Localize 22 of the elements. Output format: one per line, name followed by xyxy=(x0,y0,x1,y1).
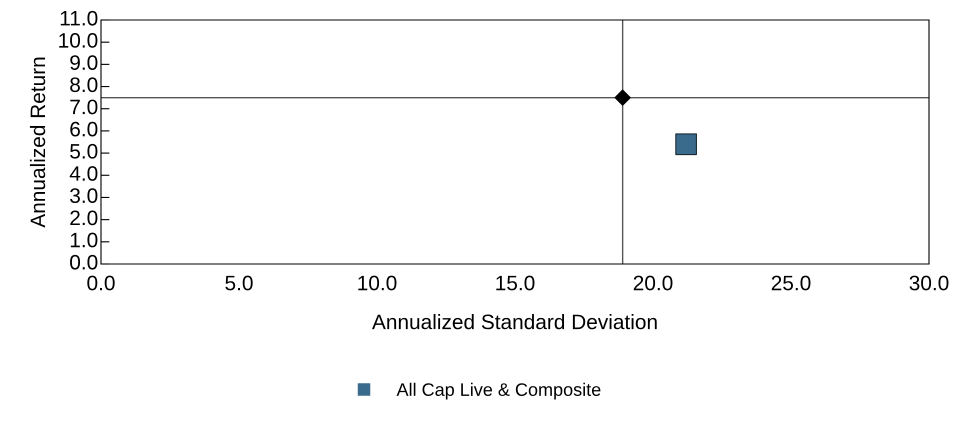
legend-label: All Cap Live & Composite xyxy=(396,382,600,400)
x-tick-label: 15.0 xyxy=(496,276,534,290)
y-tick-label: 0.0 xyxy=(70,254,98,270)
x-tick-label: 10.0 xyxy=(358,276,396,290)
x-tick-label: 0.0 xyxy=(87,276,115,290)
y-tick-label: 2.0 xyxy=(70,210,98,226)
y-tick-label: 7.0 xyxy=(70,100,98,114)
x-tick-label: 25.0 xyxy=(772,276,810,290)
y-tick-label: 4.0 xyxy=(70,166,98,181)
y-tick-label: 1.0 xyxy=(70,232,98,248)
y-tick-label: 9.0 xyxy=(70,55,98,70)
x-tick-label: 20.0 xyxy=(634,276,672,290)
y-tick-label: 11.0 xyxy=(60,10,98,26)
y-tick-label: 10.0 xyxy=(59,33,98,48)
y-tick-label: 5.0 xyxy=(70,144,98,159)
y-tick-label: 8.0 xyxy=(70,77,98,92)
x-tick-label: 5.0 xyxy=(225,276,253,290)
y-tick-label: 3.0 xyxy=(70,188,98,204)
x-axis-title: Annualized Standard Deviation xyxy=(372,314,657,330)
x-tick-label: 30.0 xyxy=(910,276,948,290)
y-tick-label: 6.0 xyxy=(70,122,98,136)
y-axis-title: Annualized Return xyxy=(30,58,46,228)
